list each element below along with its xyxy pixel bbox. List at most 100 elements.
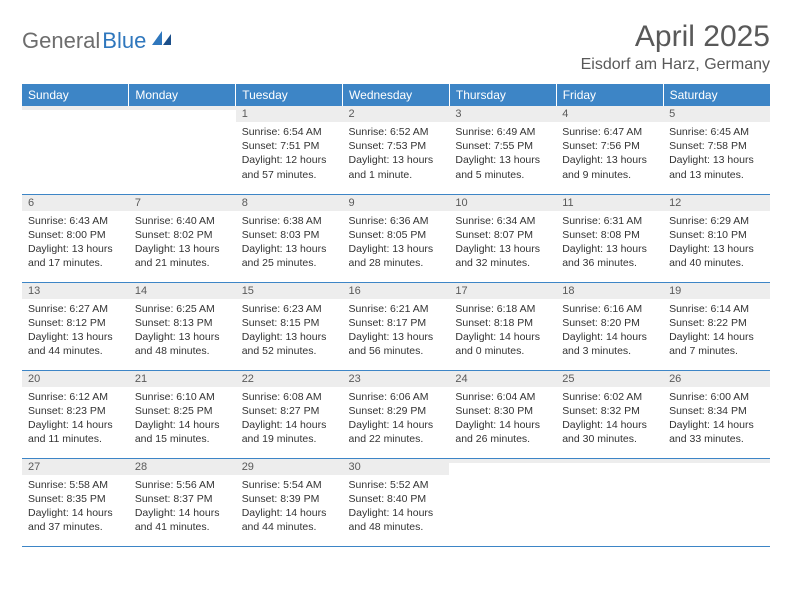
weekday-header: Thursday <box>449 84 556 106</box>
daylight-text: Daylight: 13 hours and 21 minutes. <box>135 242 230 270</box>
calendar-day-cell: 7Sunrise: 6:40 AMSunset: 8:02 PMDaylight… <box>129 194 236 282</box>
sunset-text: Sunset: 8:18 PM <box>455 316 550 330</box>
calendar-day-cell: 11Sunrise: 6:31 AMSunset: 8:08 PMDayligh… <box>556 194 663 282</box>
calendar-day-cell: 14Sunrise: 6:25 AMSunset: 8:13 PMDayligh… <box>129 282 236 370</box>
day-details: Sunrise: 6:52 AMSunset: 7:53 PMDaylight:… <box>343 122 450 188</box>
daylight-text: Daylight: 14 hours and 11 minutes. <box>28 418 123 446</box>
daylight-text: Daylight: 13 hours and 17 minutes. <box>28 242 123 270</box>
calendar-table: Sunday Monday Tuesday Wednesday Thursday… <box>22 84 770 547</box>
sunset-text: Sunset: 8:40 PM <box>349 492 444 506</box>
day-number: 27 <box>22 459 129 475</box>
sunrise-text: Sunrise: 6:40 AM <box>135 214 230 228</box>
sunrise-text: Sunrise: 6:08 AM <box>242 390 337 404</box>
day-number: 10 <box>449 195 556 211</box>
month-title: April 2025 <box>581 20 770 54</box>
day-details: Sunrise: 6:06 AMSunset: 8:29 PMDaylight:… <box>343 387 450 453</box>
sunset-text: Sunset: 8:07 PM <box>455 228 550 242</box>
day-number: 5 <box>663 106 770 122</box>
day-details: Sunrise: 6:08 AMSunset: 8:27 PMDaylight:… <box>236 387 343 453</box>
day-number: 16 <box>343 283 450 299</box>
calendar-day-cell <box>129 106 236 194</box>
calendar-week-row: 20Sunrise: 6:12 AMSunset: 8:23 PMDayligh… <box>22 370 770 458</box>
day-details: Sunrise: 6:25 AMSunset: 8:13 PMDaylight:… <box>129 299 236 365</box>
sunrise-text: Sunrise: 6:14 AM <box>669 302 764 316</box>
weekday-header-row: Sunday Monday Tuesday Wednesday Thursday… <box>22 84 770 106</box>
day-number: 6 <box>22 195 129 211</box>
day-details: Sunrise: 6:23 AMSunset: 8:15 PMDaylight:… <box>236 299 343 365</box>
sunrise-text: Sunrise: 6:36 AM <box>349 214 444 228</box>
weekday-header: Saturday <box>663 84 770 106</box>
day-number: 17 <box>449 283 556 299</box>
sunrise-text: Sunrise: 6:43 AM <box>28 214 123 228</box>
calendar-day-cell: 13Sunrise: 6:27 AMSunset: 8:12 PMDayligh… <box>22 282 129 370</box>
day-details: Sunrise: 5:56 AMSunset: 8:37 PMDaylight:… <box>129 475 236 541</box>
sunset-text: Sunset: 7:56 PM <box>562 139 657 153</box>
sunrise-text: Sunrise: 6:38 AM <box>242 214 337 228</box>
daylight-text: Daylight: 13 hours and 1 minute. <box>349 153 444 181</box>
day-number: 2 <box>343 106 450 122</box>
day-details: Sunrise: 6:14 AMSunset: 8:22 PMDaylight:… <box>663 299 770 365</box>
day-number: 29 <box>236 459 343 475</box>
sunrise-text: Sunrise: 6:25 AM <box>135 302 230 316</box>
sunrise-text: Sunrise: 6:34 AM <box>455 214 550 228</box>
sunset-text: Sunset: 8:22 PM <box>669 316 764 330</box>
day-details: Sunrise: 6:27 AMSunset: 8:12 PMDaylight:… <box>22 299 129 365</box>
weekday-header: Sunday <box>22 84 129 106</box>
calendar-day-cell: 18Sunrise: 6:16 AMSunset: 8:20 PMDayligh… <box>556 282 663 370</box>
day-details <box>556 463 663 472</box>
daylight-text: Daylight: 14 hours and 7 minutes. <box>669 330 764 358</box>
sunset-text: Sunset: 8:10 PM <box>669 228 764 242</box>
day-details: Sunrise: 6:18 AMSunset: 8:18 PMDaylight:… <box>449 299 556 365</box>
sunrise-text: Sunrise: 6:23 AM <box>242 302 337 316</box>
sunset-text: Sunset: 8:15 PM <box>242 316 337 330</box>
calendar-day-cell: 10Sunrise: 6:34 AMSunset: 8:07 PMDayligh… <box>449 194 556 282</box>
calendar-day-cell: 1Sunrise: 6:54 AMSunset: 7:51 PMDaylight… <box>236 106 343 194</box>
sunset-text: Sunset: 8:17 PM <box>349 316 444 330</box>
day-details: Sunrise: 6:43 AMSunset: 8:00 PMDaylight:… <box>22 211 129 277</box>
calendar-day-cell: 16Sunrise: 6:21 AMSunset: 8:17 PMDayligh… <box>343 282 450 370</box>
sunset-text: Sunset: 7:58 PM <box>669 139 764 153</box>
weekday-header: Monday <box>129 84 236 106</box>
day-details: Sunrise: 6:29 AMSunset: 8:10 PMDaylight:… <box>663 211 770 277</box>
day-number: 19 <box>663 283 770 299</box>
sunrise-text: Sunrise: 6:45 AM <box>669 125 764 139</box>
sunrise-text: Sunrise: 6:00 AM <box>669 390 764 404</box>
daylight-text: Daylight: 13 hours and 13 minutes. <box>669 153 764 181</box>
daylight-text: Daylight: 14 hours and 15 minutes. <box>135 418 230 446</box>
daylight-text: Daylight: 14 hours and 0 minutes. <box>455 330 550 358</box>
calendar-day-cell: 3Sunrise: 6:49 AMSunset: 7:55 PMDaylight… <box>449 106 556 194</box>
sunset-text: Sunset: 8:05 PM <box>349 228 444 242</box>
day-number: 26 <box>663 371 770 387</box>
daylight-text: Daylight: 13 hours and 9 minutes. <box>562 153 657 181</box>
calendar-page: GeneralBlue April 2025 Eisdorf am Harz, … <box>0 0 792 567</box>
sunset-text: Sunset: 8:29 PM <box>349 404 444 418</box>
weekday-header: Tuesday <box>236 84 343 106</box>
daylight-text: Daylight: 13 hours and 36 minutes. <box>562 242 657 270</box>
day-number: 18 <box>556 283 663 299</box>
logo-text-1: General <box>22 28 100 54</box>
calendar-day-cell: 26Sunrise: 6:00 AMSunset: 8:34 PMDayligh… <box>663 370 770 458</box>
calendar-day-cell: 28Sunrise: 5:56 AMSunset: 8:37 PMDayligh… <box>129 458 236 546</box>
calendar-week-row: 27Sunrise: 5:58 AMSunset: 8:35 PMDayligh… <box>22 458 770 546</box>
day-number: 30 <box>343 459 450 475</box>
sunset-text: Sunset: 8:37 PM <box>135 492 230 506</box>
sunset-text: Sunset: 8:23 PM <box>28 404 123 418</box>
day-details: Sunrise: 6:21 AMSunset: 8:17 PMDaylight:… <box>343 299 450 365</box>
calendar-day-cell: 20Sunrise: 6:12 AMSunset: 8:23 PMDayligh… <box>22 370 129 458</box>
daylight-text: Daylight: 13 hours and 40 minutes. <box>669 242 764 270</box>
sunset-text: Sunset: 8:12 PM <box>28 316 123 330</box>
daylight-text: Daylight: 13 hours and 5 minutes. <box>455 153 550 181</box>
sunrise-text: Sunrise: 6:04 AM <box>455 390 550 404</box>
day-details: Sunrise: 6:49 AMSunset: 7:55 PMDaylight:… <box>449 122 556 188</box>
sunrise-text: Sunrise: 6:29 AM <box>669 214 764 228</box>
day-details: Sunrise: 6:38 AMSunset: 8:03 PMDaylight:… <box>236 211 343 277</box>
sunset-text: Sunset: 8:00 PM <box>28 228 123 242</box>
daylight-text: Daylight: 14 hours and 44 minutes. <box>242 506 337 534</box>
day-details: Sunrise: 6:00 AMSunset: 8:34 PMDaylight:… <box>663 387 770 453</box>
day-details: Sunrise: 6:36 AMSunset: 8:05 PMDaylight:… <box>343 211 450 277</box>
daylight-text: Daylight: 14 hours and 37 minutes. <box>28 506 123 534</box>
sunrise-text: Sunrise: 6:49 AM <box>455 125 550 139</box>
logo: GeneralBlue <box>22 20 173 54</box>
calendar-day-cell: 4Sunrise: 6:47 AMSunset: 7:56 PMDaylight… <box>556 106 663 194</box>
calendar-body: 1Sunrise: 6:54 AMSunset: 7:51 PMDaylight… <box>22 106 770 546</box>
